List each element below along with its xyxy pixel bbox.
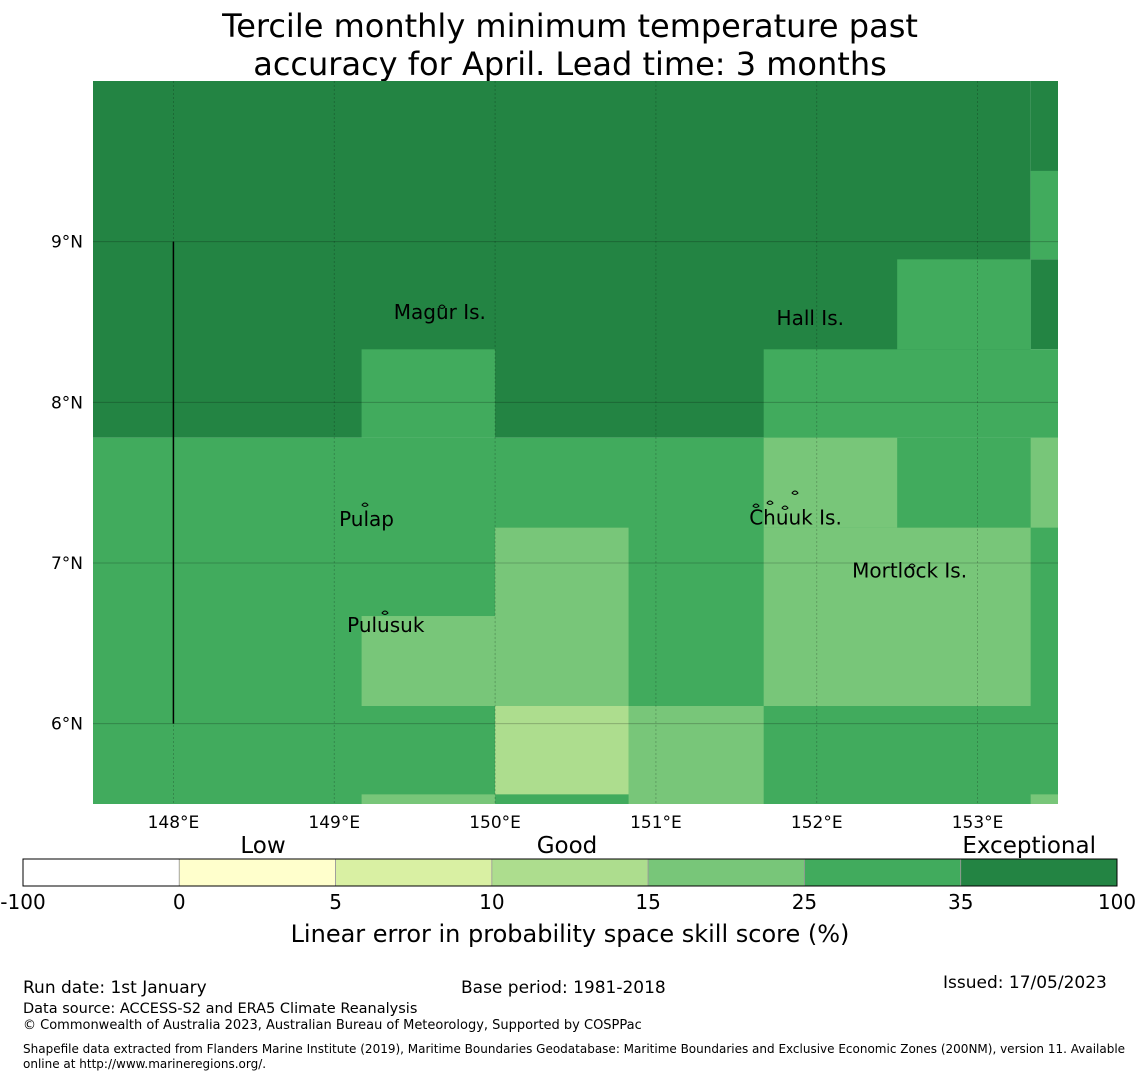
colorbar-title: Linear error in probability space skill … xyxy=(291,920,850,948)
colorbar-tick-label: 100 xyxy=(1098,890,1136,914)
colorbar-tick-label: 10 xyxy=(479,890,504,914)
colorbar-tick-label: 15 xyxy=(635,890,660,914)
colorbar-segment xyxy=(335,858,493,887)
place-label: Pulusuk xyxy=(347,613,425,637)
grid-cell xyxy=(628,705,764,804)
place-label: Mortlock Is. xyxy=(852,558,967,582)
data-source: Data source: ACCESS-S2 and ERA5 Climate … xyxy=(23,1001,418,1017)
grid-cell xyxy=(763,349,1058,438)
grid-cell xyxy=(763,437,898,528)
category-label: Good xyxy=(537,833,598,859)
colorbar-frame xyxy=(22,858,1118,887)
grid-cell xyxy=(897,259,1031,350)
grid-cell xyxy=(1030,794,1058,804)
place-label: Pulap xyxy=(339,507,394,531)
place-label: Hall Is. xyxy=(777,306,844,330)
colorbar-segment xyxy=(22,858,180,887)
colorbar-tick-label: 25 xyxy=(792,890,817,914)
island-outline xyxy=(381,610,389,615)
colorbar: -100 0 5 10 15 25 35 100 Low Good Exceptional Linea… xyxy=(0,833,1136,948)
colorbar-segment xyxy=(491,858,649,887)
grid-cell xyxy=(763,527,1031,706)
issued-date: Issued: 17/05/2023 xyxy=(943,973,1107,993)
island-outline xyxy=(438,304,446,309)
grid-cell xyxy=(1030,81,1058,171)
lon-tick-label: 151°E xyxy=(630,813,682,833)
chart-title: Tercile monthly minimum temperature past… xyxy=(0,7,1140,83)
skill-grid xyxy=(93,81,1058,804)
place-label: Magur Is. xyxy=(394,300,486,324)
shapefile-credit: Shapefile data extracted from Flanders M… xyxy=(23,1042,1126,1071)
axis-ticks: 148°E 149°E 150°E 151°E 152°E 153°E 6°N 7°N 8°N 9… xyxy=(51,233,1003,833)
grid-cell xyxy=(361,794,496,804)
lon-tick-label: 149°E xyxy=(308,813,360,833)
lat-tick-label: 7°N xyxy=(51,554,83,574)
lon-tick-label: 153°E xyxy=(952,813,1004,833)
place-labels: Magur Is. Hall Is. Pulap Chuuk Is. Mortlock … xyxy=(339,300,967,637)
graticule xyxy=(93,81,1058,804)
lon-tick-label: 148°E xyxy=(148,813,200,833)
lon-tick-label: 152°E xyxy=(791,813,843,833)
lat-tick-label: 9°N xyxy=(51,233,83,253)
island-outlines xyxy=(361,304,916,615)
lat-tick-label: 8°N xyxy=(51,393,83,413)
category-label: Exceptional xyxy=(962,833,1096,859)
island-outline xyxy=(781,505,789,510)
run-date: Run date: 1st January xyxy=(23,978,207,998)
island-outline xyxy=(361,502,369,507)
map-figure: Magur Is. Hall Is. Pulap Chuuk Is. Mortlock … xyxy=(0,81,1136,948)
colorbar-tick-label: 0 xyxy=(173,890,186,914)
grid-cell xyxy=(361,349,496,438)
grid-cell xyxy=(1030,170,1058,260)
colorbar-tick-label: -100 xyxy=(0,890,45,914)
grid-cell xyxy=(495,527,629,706)
copyright: © Commonwealth of Australia 2023, Austra… xyxy=(23,1018,642,1033)
place-label: Chuuk Is. xyxy=(749,505,842,529)
base-period: Base period: 1981-2018 xyxy=(461,978,666,998)
colorbar-tick-label: 5 xyxy=(329,890,342,914)
title-line-2: accuracy for April. Lead time: 3 months xyxy=(253,45,887,83)
title-line-1: Tercile monthly minimum temperature past xyxy=(222,7,918,45)
colorbar-tick-label: 35 xyxy=(948,890,973,914)
lat-tick-label: 6°N xyxy=(51,715,83,735)
island-outline xyxy=(752,503,760,508)
colorbar-segment xyxy=(647,858,805,887)
grid-cell xyxy=(1030,437,1058,528)
island-outline xyxy=(908,563,916,568)
grid-cell xyxy=(495,705,629,795)
colorbar-segment xyxy=(178,858,336,887)
island-outline xyxy=(791,490,799,495)
category-label: Low xyxy=(240,833,285,859)
lon-tick-label: 150°E xyxy=(469,813,521,833)
colorbar-segment xyxy=(960,858,1118,887)
island-outline xyxy=(766,500,774,505)
colorbar-segment xyxy=(804,858,962,887)
grid-cell xyxy=(361,616,496,706)
grid-cell xyxy=(1030,259,1058,350)
